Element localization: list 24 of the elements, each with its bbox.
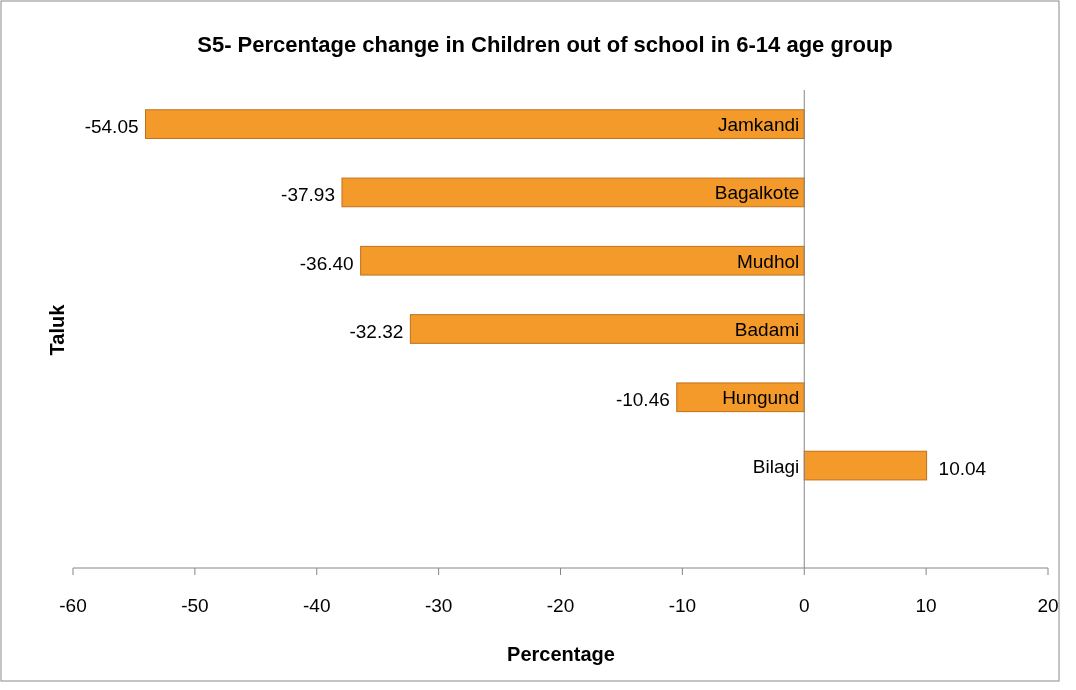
y-tick-label: Jamkandi: [717, 114, 800, 136]
data-label: -32.32: [349, 321, 404, 342]
data-label: -36.40: [299, 252, 354, 274]
x-tick-label: -20: [546, 595, 575, 616]
y-tick-label: Mudhol: [736, 250, 800, 272]
data-label: -10.46: [615, 389, 670, 411]
chart-title: S5- Percentage change in Children out of school in 6-14 age group: [197, 32, 893, 57]
y-tick-label: Bilagi: [752, 455, 800, 477]
x-tick-label: -30: [424, 595, 453, 616]
data-label: -54.05: [84, 116, 139, 138]
data-label: 10.04: [938, 457, 987, 479]
x-tick-label: -60: [59, 595, 87, 616]
x-tick-label: 0: [798, 595, 810, 616]
x-tick-label: 20: [1037, 595, 1059, 616]
y-tick-label: Badami: [734, 319, 800, 340]
data-label: -37.93: [281, 184, 335, 206]
x-tick-label: -40: [303, 595, 331, 616]
y-axis-title: Taluk: [46, 303, 68, 356]
y-tick-label: Bagalkote: [714, 182, 800, 204]
x-tick-label: -50: [181, 595, 209, 616]
x-axis-title: Percentage: [507, 643, 615, 665]
x-tick-label: -10: [668, 595, 697, 616]
y-tick-label: Hungund: [722, 387, 800, 409]
x-tick-label: 10: [915, 595, 937, 616]
